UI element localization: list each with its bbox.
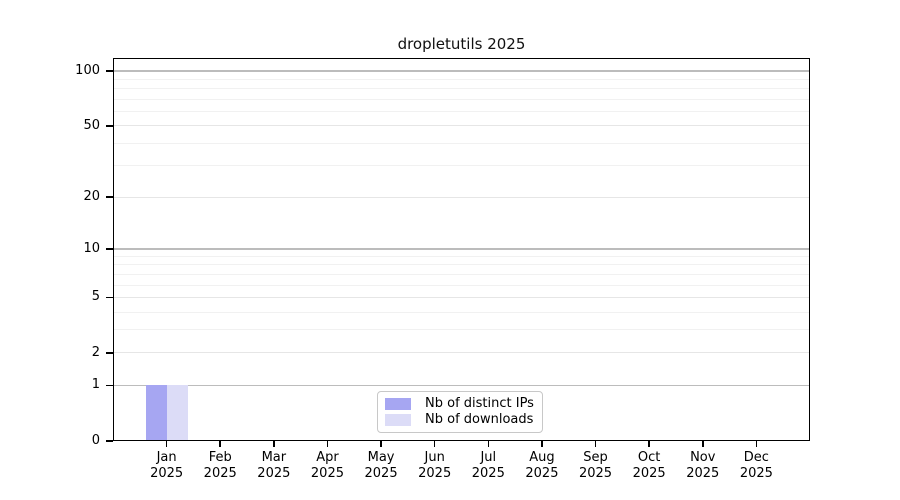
minor-gridline <box>113 329 810 331</box>
minor-gridline <box>113 142 810 144</box>
legend-swatch-distinct-ips-icon <box>385 398 411 410</box>
y-axis-tick <box>106 196 113 198</box>
decade-gridline <box>113 384 810 387</box>
decade-gridline <box>113 248 810 250</box>
minor-gridline <box>113 98 810 100</box>
x-axis-tick <box>165 441 168 447</box>
decade-gridline <box>113 70 810 72</box>
x-tick-label: Mar 2025 <box>257 450 291 481</box>
plot-area <box>113 58 810 441</box>
minor-gridline <box>113 165 810 167</box>
minor-gridline <box>113 273 810 275</box>
y-axis-tick <box>106 440 113 442</box>
major-gridline <box>113 196 810 198</box>
y-axis-tick <box>106 70 113 72</box>
legend-item-downloads: Nb of downloads <box>385 412 534 428</box>
minor-gridline <box>113 255 810 257</box>
x-axis-tick <box>487 441 490 447</box>
bar-distinct-ips <box>145 385 167 441</box>
y-axis-tick <box>106 296 113 299</box>
x-axis-tick <box>219 441 221 447</box>
y-axis-tick <box>106 384 113 387</box>
y-axis-tick <box>106 125 113 127</box>
x-axis-tick <box>648 441 650 447</box>
minor-gridline <box>113 111 810 113</box>
bar-downloads <box>166 385 188 441</box>
x-axis-tick <box>594 441 597 447</box>
y-tick-label: 1 <box>91 377 100 393</box>
x-axis-tick <box>326 441 329 447</box>
x-tick-label: Sep 2025 <box>578 450 613 481</box>
minor-gridline <box>113 284 810 286</box>
legend-item-distinct-ips: Nb of distinct IPs <box>385 396 534 412</box>
legend: Nb of distinct IPs Nb of downloads <box>377 391 543 433</box>
x-tick-label: Jan 2025 <box>150 450 184 481</box>
y-tick-label: 10 <box>83 240 100 256</box>
x-tick-label: Aug 2025 <box>525 450 559 481</box>
minor-gridline <box>113 78 810 80</box>
x-tick-label: Oct 2025 <box>632 450 666 481</box>
x-axis-tick <box>380 441 382 447</box>
major-gridline <box>113 125 810 127</box>
legend-label-downloads: Nb of downloads <box>425 412 534 427</box>
minor-gridline <box>113 264 810 266</box>
y-tick-label: 0 <box>91 433 100 448</box>
y-tick-label: 100 <box>75 63 100 79</box>
x-axis-tick <box>541 441 543 447</box>
y-tick-label: 5 <box>91 289 100 305</box>
y-axis-tick <box>106 352 113 354</box>
legend-label-distinct-ips: Nb of distinct IPs <box>425 396 534 411</box>
x-axis-tick <box>433 441 436 447</box>
x-tick-label: Jun 2025 <box>418 450 452 481</box>
x-tick-label: Apr 2025 <box>310 450 344 481</box>
y-axis-tick <box>106 248 113 250</box>
x-tick-label: May 2025 <box>364 450 398 481</box>
x-axis-tick <box>755 441 758 447</box>
legend-swatch-downloads-icon <box>385 414 411 426</box>
minor-gridline <box>113 311 810 313</box>
x-axis-tick <box>273 441 275 447</box>
minor-gridline <box>113 88 810 90</box>
x-tick-label: Nov 2025 <box>686 450 720 481</box>
major-gridline <box>113 296 810 298</box>
x-axis-tick <box>702 441 704 447</box>
major-gridline <box>113 352 810 354</box>
y-tick-label: 20 <box>83 189 100 204</box>
y-tick-label: 50 <box>83 117 100 133</box>
chart-title: dropletutils 2025 <box>397 35 526 53</box>
y-tick-label: 2 <box>91 344 100 360</box>
x-tick-label: Jul 2025 <box>471 450 505 481</box>
x-tick-label: Dec 2025 <box>739 450 773 481</box>
x-tick-label: Feb 2025 <box>203 450 237 481</box>
